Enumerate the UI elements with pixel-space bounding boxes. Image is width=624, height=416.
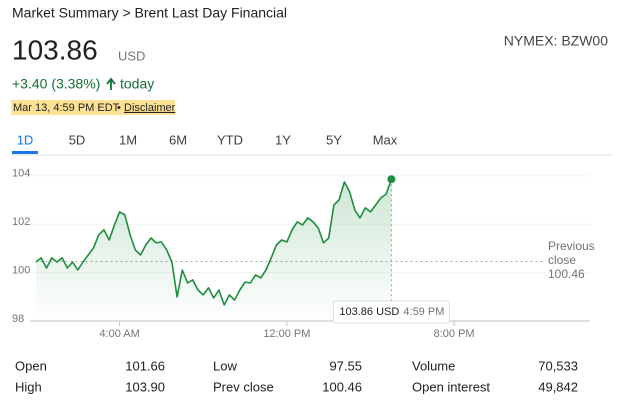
stat-value: 70,533 [538,358,578,373]
tab[interactable]: 1D [17,132,34,147]
x-tick-label: 8:00 PM [434,328,475,340]
previous-close-value: 100.46 [548,267,585,282]
stat-label: Open interest [412,379,490,394]
stat-label: Volume [412,358,455,373]
tab[interactable]: 6M [169,132,187,147]
y-tick-label: 98 [12,313,24,325]
stat-value: 49,842 [538,379,578,394]
tab[interactable]: 5Y [326,132,342,147]
last-point [387,175,396,184]
stat-value: 103.90 [125,379,165,394]
price-line [35,178,393,306]
breadcrumb[interactable]: Market Summary > Brent Last Day Financia… [12,5,287,21]
x-tick-label: 4:00 AM [99,328,139,340]
stat-value: 97.55 [329,358,362,373]
y-tick-label: 100 [12,265,30,277]
x-tick-label: 12:00 PM [263,328,310,340]
tab[interactable]: 1Y [275,132,291,147]
stat-label: Open [15,358,47,373]
stat-value: 101.66 [125,358,165,373]
timestamp: Mar 13, 4:59 PM EDT [13,102,120,114]
change: +3.40 (3.38%) [12,76,100,92]
stat-label: Prev close [213,379,274,394]
stat-value: 100.46 [322,379,362,394]
stat-label: High [15,379,42,394]
up-arrow [106,77,116,90]
currency: USD [118,48,145,63]
separator: • [117,102,121,114]
tab[interactable]: YTD [217,132,243,147]
tooltip-value: 103.86 USD [339,306,399,318]
tooltip-time: 4:59 PM [403,306,444,318]
previous-close-label: Previous close [548,239,595,268]
previous-close: Previous close 100.46 [548,239,608,281]
tab[interactable]: 5D [69,132,86,147]
stat-label: Low [213,358,237,373]
price-area [36,179,392,321]
ticker: NYMEX: BZW00 [504,33,608,49]
active-tab-underline [12,151,38,154]
y-tick-label: 104 [12,168,30,180]
y-tick-label: 102 [12,216,30,228]
price: 103.86 [12,34,98,65]
disclaimer-link[interactable]: Disclaimer [124,102,176,114]
tab[interactable]: Max [373,132,398,147]
tab[interactable]: 1M [119,132,137,147]
timestamp-highlight [11,100,175,115]
change-period: today [120,76,154,92]
tooltip-box [332,300,450,324]
